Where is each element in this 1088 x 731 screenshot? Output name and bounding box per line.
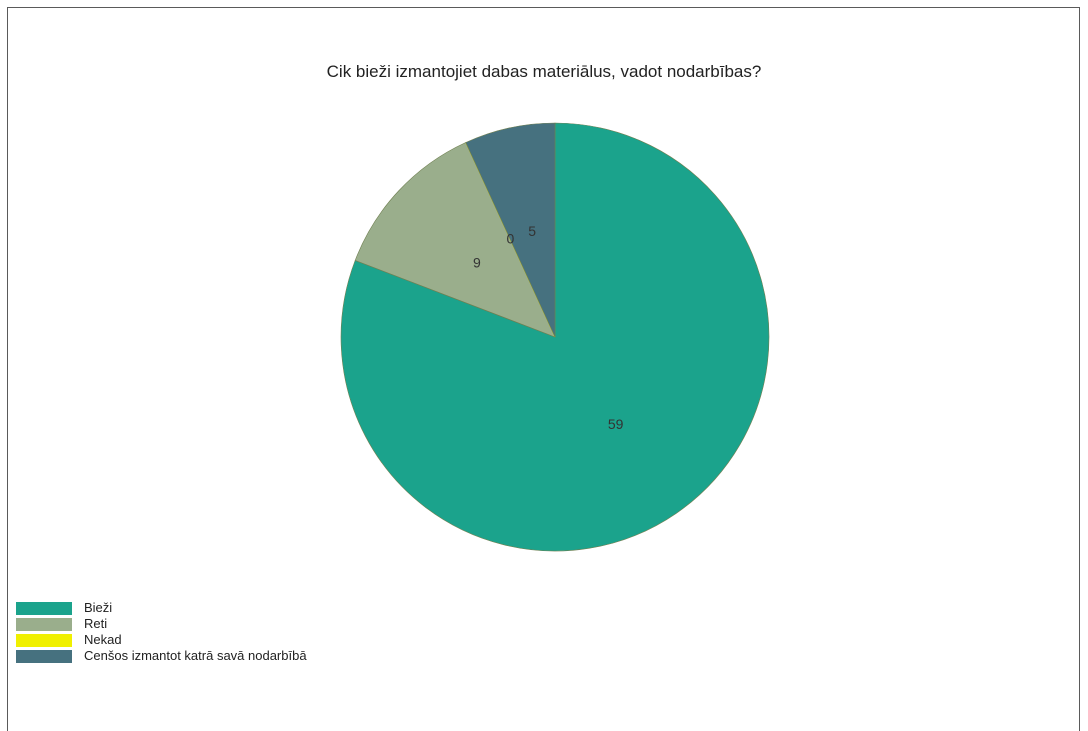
- slice-value-label: 0: [506, 230, 514, 246]
- legend-item[interactable]: Nekad: [16, 632, 307, 648]
- legend-item[interactable]: Cenšos izmantot katrā savā nodarbībā: [16, 648, 307, 664]
- legend: Bieži Reti Nekad Cenšos izmantot katrā s…: [16, 600, 307, 664]
- pie-slice-2[interactable]: [354, 142, 556, 338]
- legend-swatch: [16, 633, 72, 647]
- legend-label: Nekad: [84, 632, 122, 647]
- pie-labels: 59 9 0 5: [473, 223, 624, 432]
- legend-label: Reti: [84, 616, 108, 631]
- legend-label: Cenšos izmantot katrā savā nodarbībā: [84, 648, 307, 663]
- legend-item[interactable]: Bieži: [16, 600, 307, 616]
- pie-slice-4[interactable]: [465, 122, 556, 338]
- legend-item[interactable]: Reti: [16, 616, 307, 632]
- slice-value-label: 9: [473, 255, 481, 271]
- chart-title: Cik bieži izmantojiet dabas materiālus, …: [326, 62, 762, 81]
- legend-swatch: [16, 649, 72, 663]
- legend-swatch: [16, 617, 72, 631]
- pie-slices: [340, 122, 770, 552]
- slice-value-label: 59: [608, 416, 624, 432]
- slice-value-label: 5: [528, 223, 536, 239]
- legend-swatch: [16, 601, 72, 615]
- legend-label: Bieži: [84, 600, 113, 615]
